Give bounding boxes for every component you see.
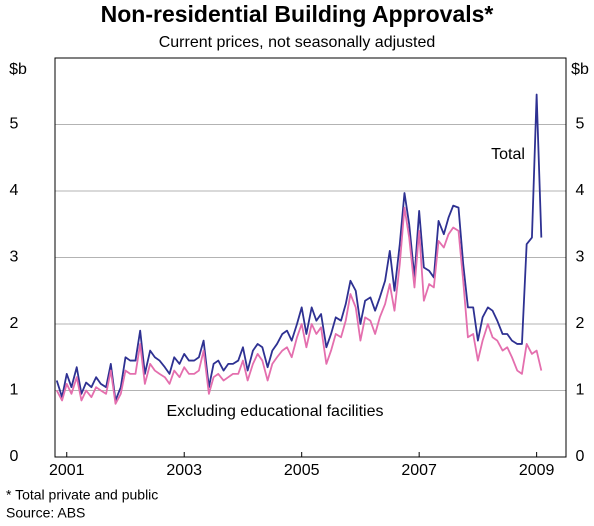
x-tick-label: 2001 <box>49 462 85 479</box>
source: Source: ABS <box>6 505 85 521</box>
chart-title: Non-residential Building Approvals* <box>101 1 494 27</box>
y2-tick-label: 2 <box>576 315 585 332</box>
y2-tick-label: 0 <box>576 448 585 465</box>
y-tick-label: 0 <box>10 448 19 465</box>
chart-subtitle: Current prices, not seasonally adjusted <box>159 34 436 51</box>
y-tick-label: 5 <box>10 116 19 133</box>
footnote: * Total private and public <box>6 487 158 503</box>
y-tick-label: 1 <box>10 382 19 399</box>
y2-axis-label: $b <box>571 61 589 78</box>
y2-tick-label: 5 <box>576 116 585 133</box>
y-tick-label: 2 <box>10 315 19 332</box>
series-label: Excluding educational facilities <box>166 403 383 420</box>
y2-tick-label: 3 <box>576 249 585 266</box>
y2-tick-label: 1 <box>576 382 585 399</box>
series-label: Total <box>491 146 525 163</box>
y-axis-label: $b <box>9 61 27 78</box>
y-tick-label: 4 <box>10 182 19 199</box>
y-tick-label: 3 <box>10 249 19 266</box>
x-tick-label: 2007 <box>401 462 437 479</box>
series-line <box>55 93 543 402</box>
y2-tick-label: 4 <box>576 182 585 199</box>
x-tick-label: 2009 <box>519 462 555 479</box>
series-line <box>55 206 543 405</box>
x-tick-label: 2005 <box>284 462 320 479</box>
x-tick-label: 2003 <box>166 462 202 479</box>
plot-frame <box>54 57 567 458</box>
